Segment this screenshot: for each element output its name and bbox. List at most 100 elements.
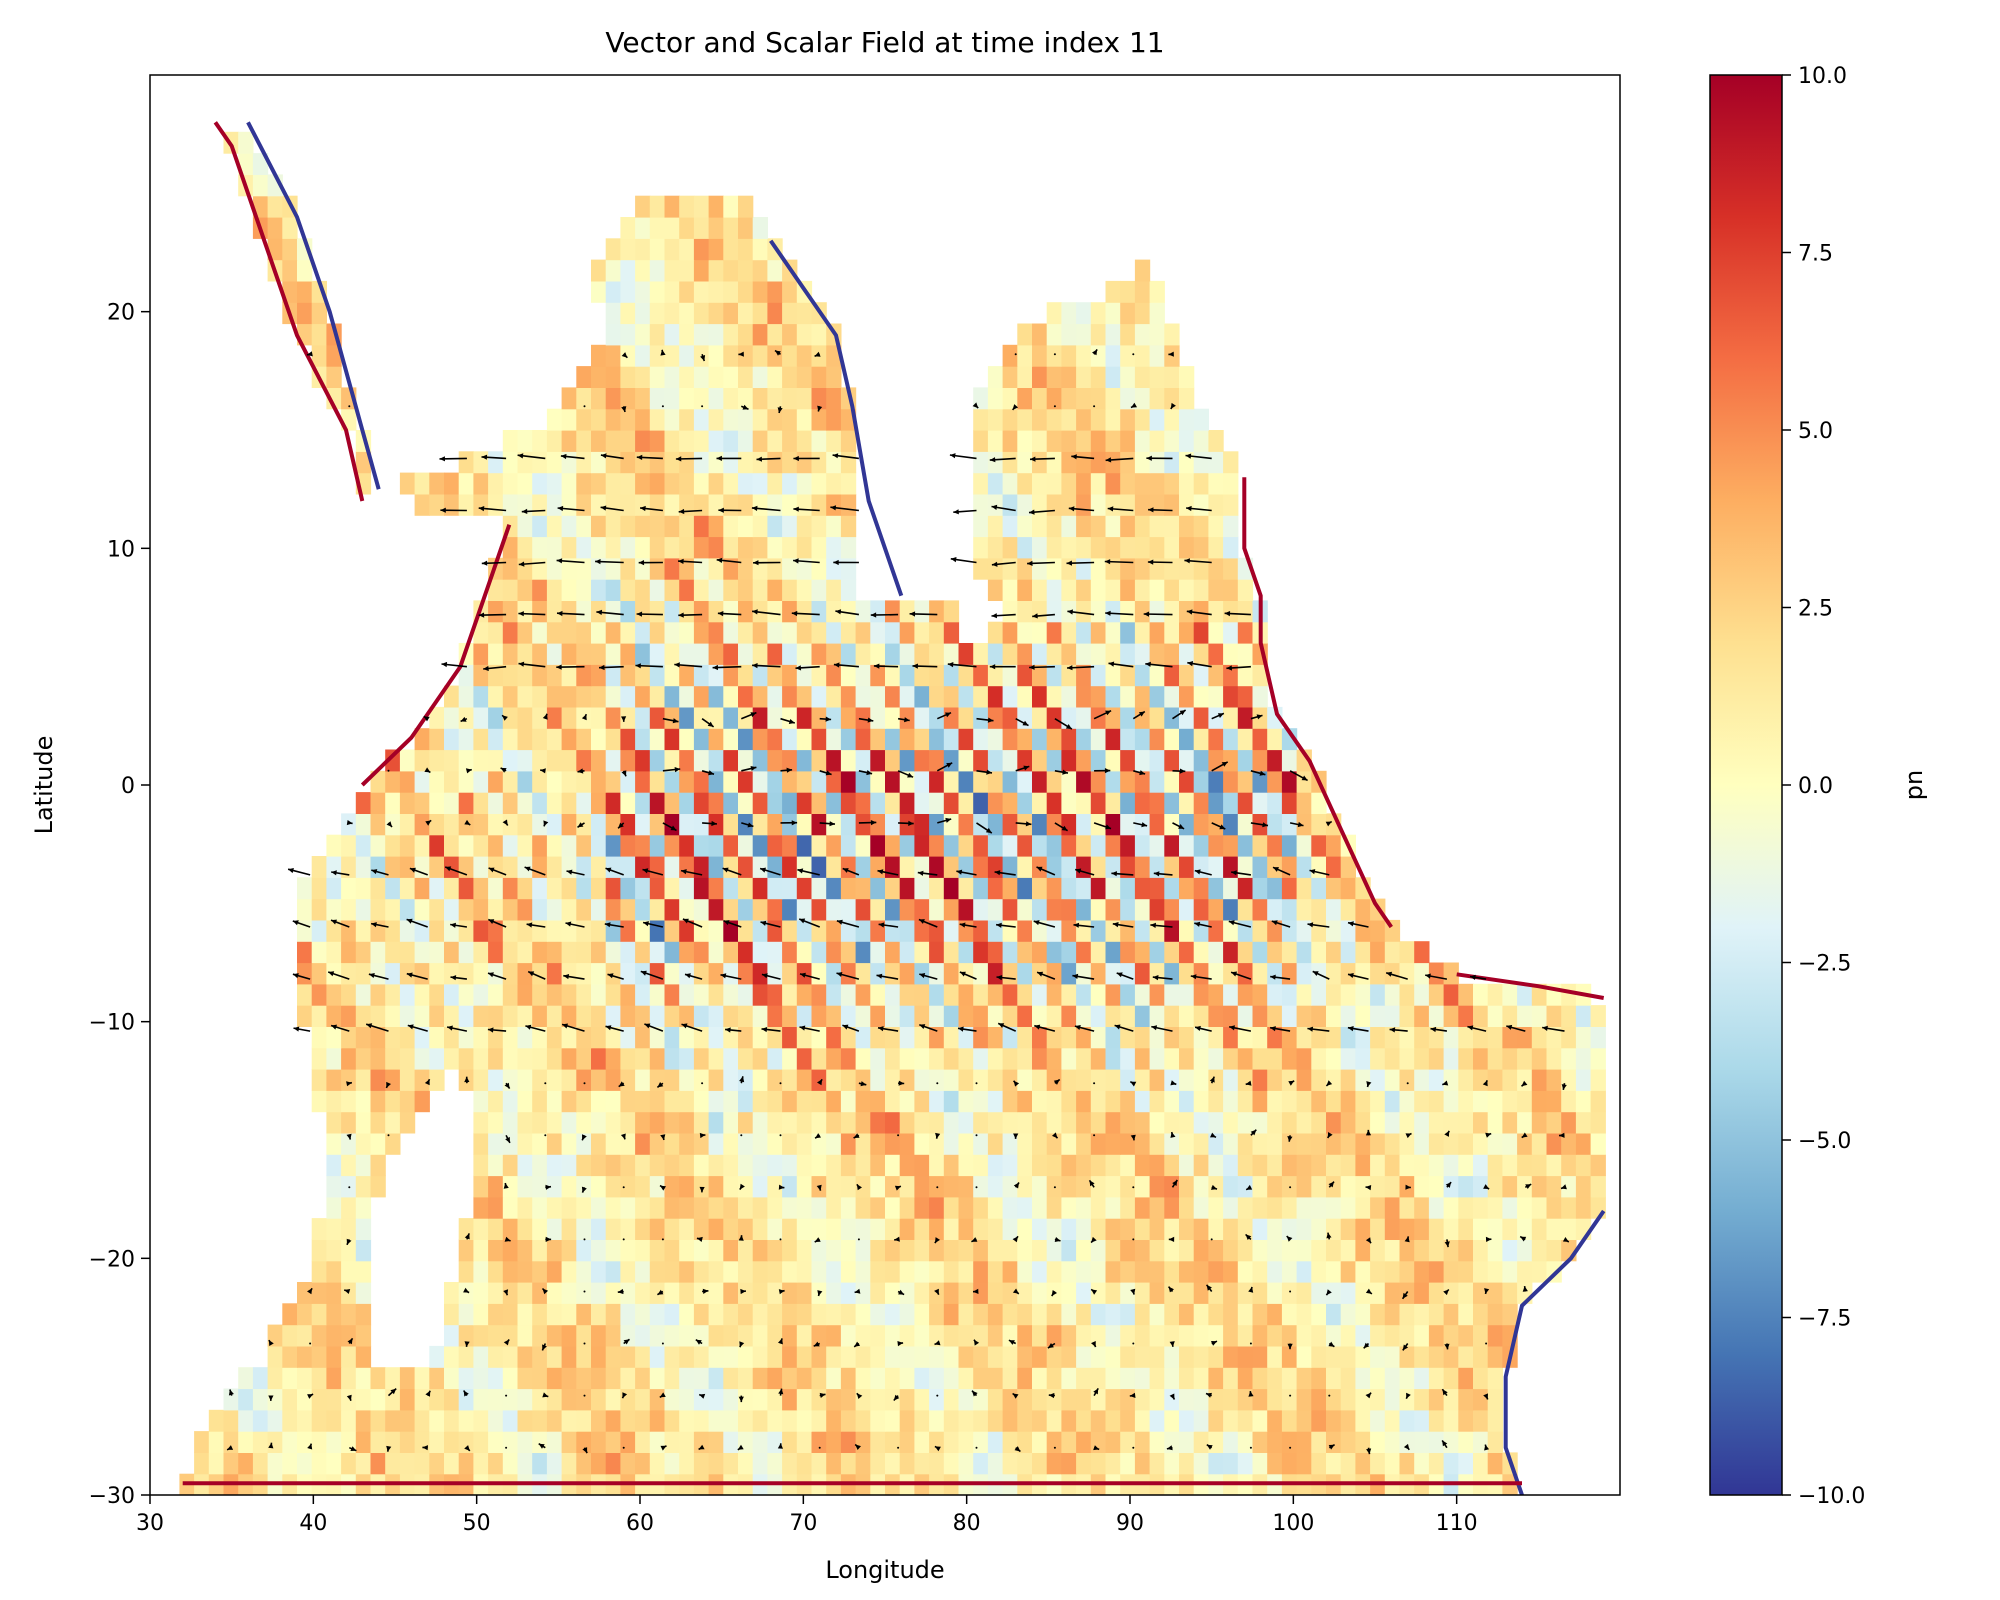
field-cell: [1252, 834, 1268, 857]
quiver-arrowhead: [596, 609, 603, 615]
field-cell: [752, 259, 768, 282]
field-cell: [885, 1388, 901, 1411]
field-cell: [282, 1345, 298, 1368]
field-cell: [1193, 1388, 1209, 1411]
field-cell: [649, 1175, 666, 1198]
field-cell: [620, 515, 636, 538]
field-cell: [1017, 621, 1033, 644]
field-cell: [826, 664, 842, 687]
quiver-arrowhead: [600, 453, 607, 459]
field-cell: [1105, 493, 1121, 516]
field-cell: [885, 1367, 901, 1390]
field-cell: [605, 728, 621, 751]
field-cell: [561, 1431, 577, 1453]
field-cell: [1443, 1090, 1459, 1113]
field-cell: [1517, 1132, 1533, 1155]
field-cell: [1296, 1431, 1312, 1453]
field-cell: [1046, 579, 1062, 601]
field-cell: [546, 983, 563, 1006]
field-cell: [576, 536, 592, 559]
field-cell: [252, 153, 269, 175]
field-cell: [473, 1196, 489, 1219]
field-cell: [267, 217, 283, 239]
field-cell: [385, 1132, 401, 1155]
quiver-arrowhead: [268, 1395, 274, 1401]
field-cell: [1120, 344, 1136, 367]
field-cell: [517, 1047, 533, 1070]
field-cell: [561, 451, 577, 474]
field-cell: [473, 664, 489, 687]
quiver-arrowhead: [814, 351, 821, 357]
field-cell: [458, 1047, 474, 1070]
field-cell: [1032, 983, 1048, 1006]
field-cell: [444, 1005, 460, 1027]
field-cell: [855, 898, 871, 921]
field-cell: [1017, 685, 1033, 708]
field-cell: [1428, 962, 1445, 985]
field-cell: [1237, 1090, 1254, 1113]
field-cell: [1531, 1154, 1548, 1177]
field-cell: [987, 472, 1004, 495]
field-cell: [1267, 919, 1283, 942]
field-cell: [752, 941, 768, 964]
field-cell: [502, 1005, 519, 1027]
field-cell: [458, 1303, 474, 1326]
field-cell: [840, 579, 857, 601]
field-cell: [414, 493, 430, 516]
quiver-arrowhead: [991, 561, 998, 567]
field-cell: [1370, 919, 1386, 942]
field-cell: [811, 1367, 827, 1390]
field-cell: [1164, 451, 1180, 474]
quiver-arrowhead: [1071, 454, 1077, 460]
field-cell: [1134, 536, 1151, 559]
field-cell: [1473, 1367, 1489, 1390]
quiver-arrowhead: [974, 1339, 980, 1346]
field-cell: [1281, 1218, 1298, 1240]
field-cell: [1252, 856, 1268, 878]
field-cell: [473, 621, 489, 644]
field-cell: [723, 813, 739, 836]
quiver-arrowhead: [1245, 1234, 1252, 1240]
field-cell: [620, 430, 636, 452]
field-cell: [664, 259, 680, 282]
field-cell: [723, 579, 739, 601]
quiver-arrowhead: [833, 662, 840, 668]
field-cell: [517, 472, 533, 495]
field-cell: [576, 493, 592, 516]
field-cell: [723, 749, 739, 772]
field-cell: [1090, 408, 1107, 431]
field-cell: [708, 621, 724, 644]
field-cell: [502, 1282, 519, 1304]
field-cell: [1296, 792, 1312, 814]
field-cell: [1326, 1132, 1342, 1155]
field-cell: [355, 983, 372, 1006]
field-cell: [1120, 1282, 1136, 1304]
field-cell: [591, 749, 607, 772]
quiver-arrowhead: [1325, 821, 1332, 827]
field-cell: [708, 856, 724, 878]
field-cell: [605, 536, 621, 559]
field-cell: [1017, 1132, 1033, 1155]
field-cell: [782, 898, 798, 921]
quiver-arrowhead: [620, 1133, 626, 1140]
field-cell: [502, 430, 519, 452]
field-cell: [1296, 1409, 1312, 1432]
field-cell: [1149, 430, 1165, 452]
quiver-arrowhead: [347, 1338, 353, 1345]
quiver-arrowhead: [971, 1237, 978, 1242]
field-cell: [1281, 1345, 1298, 1368]
quiver-arrowhead: [368, 973, 375, 978]
field-cell: [1428, 1069, 1445, 1091]
field-cell: [1179, 1047, 1195, 1070]
field-cell: [488, 813, 504, 836]
quiver-arrowhead: [1248, 1286, 1254, 1293]
field-cell: [782, 557, 798, 580]
quiver-arrowhead: [582, 1447, 588, 1454]
quiver-arrowhead: [1104, 559, 1111, 565]
field-cell: [1090, 941, 1107, 964]
field-cell: [914, 770, 930, 793]
field-cell: [1355, 1154, 1371, 1177]
field-cell: [1090, 1345, 1107, 1368]
field-cell: [297, 280, 313, 303]
field-cell: [1281, 1239, 1298, 1262]
